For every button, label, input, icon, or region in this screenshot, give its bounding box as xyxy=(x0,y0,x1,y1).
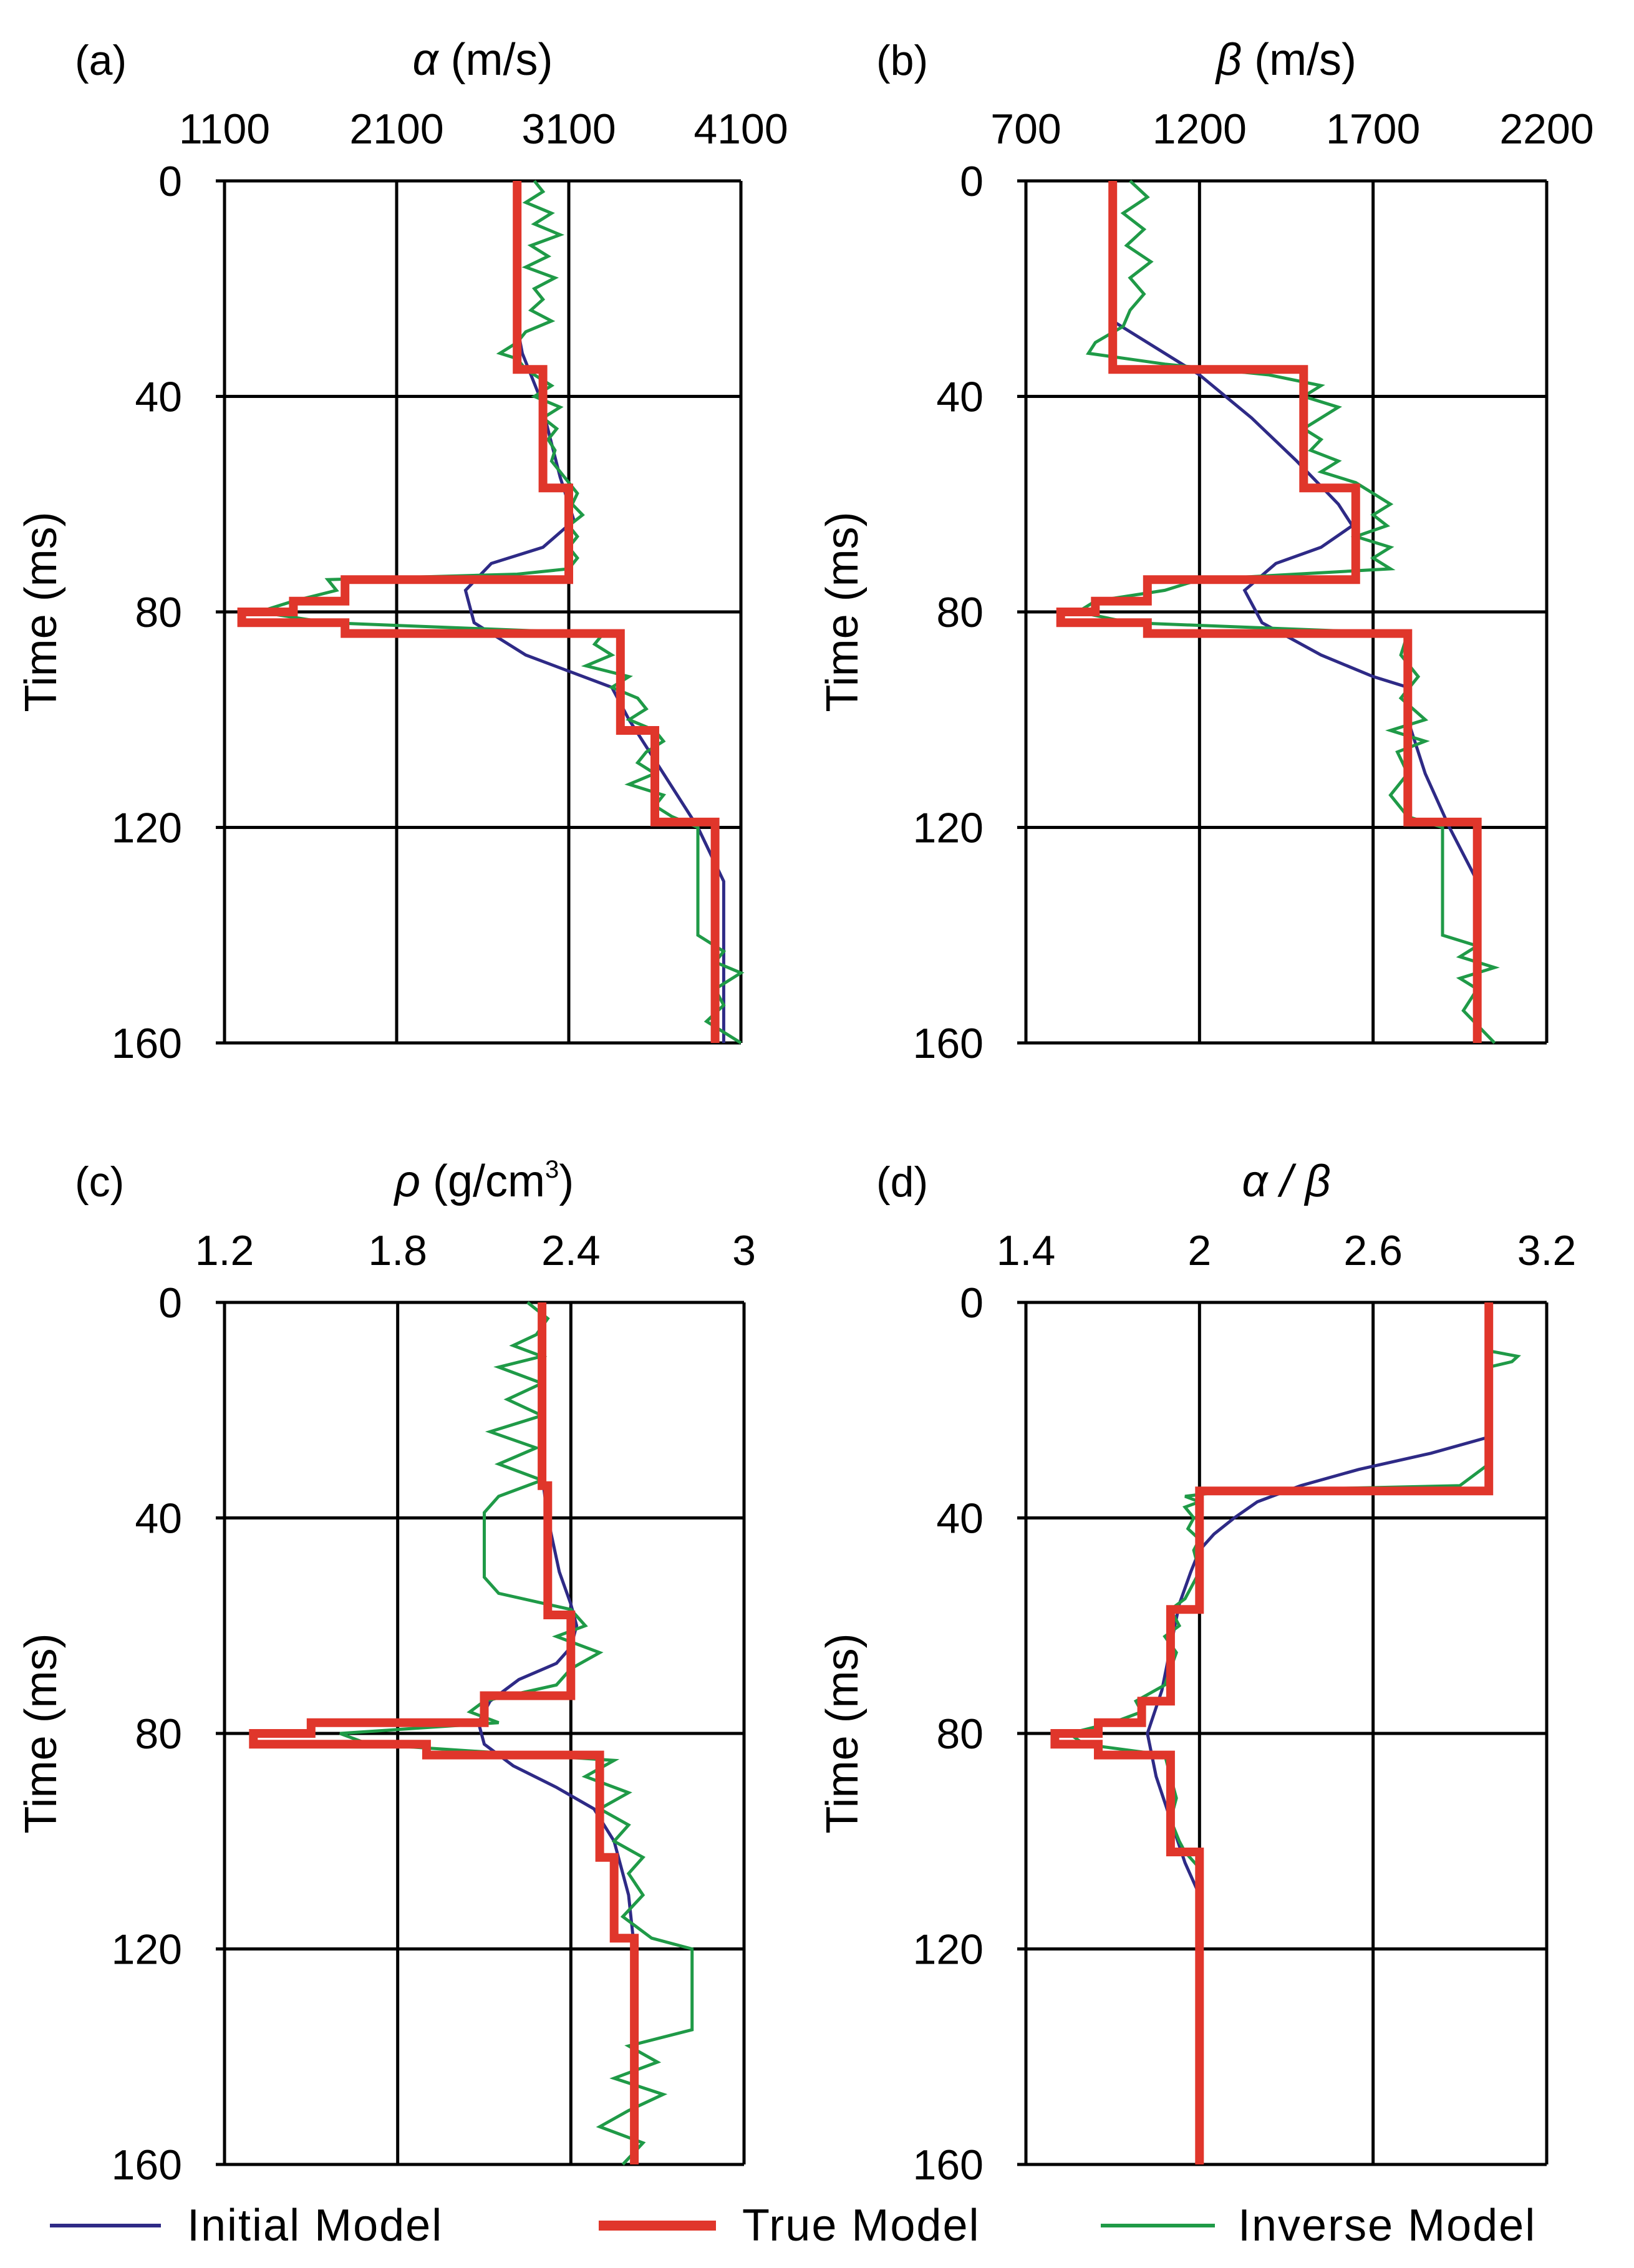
xtick-label-c-1: 1.8 xyxy=(368,1227,427,1274)
xtick-label-c-3: 3 xyxy=(732,1227,756,1274)
xtick-label-b-0: 700 xyxy=(990,105,1061,153)
xtick-label-c-0: 1.2 xyxy=(195,1227,254,1274)
ytick-label-b-1: 40 xyxy=(936,374,984,421)
legend: Initial Model True Model Inverse Model xyxy=(50,2201,1536,2251)
panel-b: 700 1200 1700 2200 0 40 80 120 160 Time (ms) (b) β … xyxy=(818,35,1594,1067)
xtick-label-c-2: 2.4 xyxy=(541,1227,601,1274)
series-true-c xyxy=(249,1302,639,2164)
panel-label-d: (d) xyxy=(876,1158,928,1206)
xtick-label-d-1: 2 xyxy=(1187,1227,1211,1274)
ytick-label-b-4: 160 xyxy=(913,1020,984,1067)
xtick-label-b-3: 2200 xyxy=(1499,105,1593,153)
ytick-label-b-0: 0 xyxy=(960,158,984,205)
ytick-label-b-3: 120 xyxy=(913,805,984,852)
ytick-label-c-4: 160 xyxy=(112,2141,182,2189)
series-true-b xyxy=(1056,181,1482,1043)
legend-inverse-label: Inverse Model xyxy=(1238,2201,1536,2251)
ytick-label-a-1: 40 xyxy=(135,374,182,421)
series-initial-a xyxy=(463,181,725,1043)
panel-label-a: (a) xyxy=(75,37,127,84)
ytick-label-b-2: 80 xyxy=(936,589,984,636)
ytick-label-a-0: 0 xyxy=(158,158,182,205)
xtick-label-a-2: 3100 xyxy=(521,105,616,153)
ytick-label-d-1: 40 xyxy=(936,1495,984,1543)
xtick-label-d-2: 2.6 xyxy=(1343,1227,1403,1274)
ytick-label-a-3: 120 xyxy=(112,805,182,852)
xtick-label-a-0: 1100 xyxy=(179,105,270,153)
ytick-label-d-0: 0 xyxy=(960,1279,984,1327)
xlabel-b: β (m/s) xyxy=(1215,35,1356,85)
ytick-label-d-3: 120 xyxy=(913,1926,984,1974)
xlabel-d: α / β xyxy=(1242,1156,1330,1206)
panel-label-c: (c) xyxy=(75,1158,124,1206)
ylabel-a: Time (ms) xyxy=(16,511,66,712)
xtick-label-a-3: 4100 xyxy=(694,105,788,153)
panel-c: 1.2 1.8 2.4 3 0 40 80 120 160 Time (ms) (c) ρ (g/cm… xyxy=(16,1156,756,2189)
ytick-label-a-4: 160 xyxy=(112,1020,182,1067)
ytick-label-d-4: 160 xyxy=(913,2141,984,2189)
ytick-label-c-0: 0 xyxy=(158,1279,182,1327)
ytick-label-c-1: 40 xyxy=(135,1495,182,1543)
panel-a: 1100 2100 3100 4100 0 40 80 120 160 Time (ms) (a) α… xyxy=(16,35,788,1067)
ytick-label-c-2: 80 xyxy=(135,1710,182,1758)
xtick-label-b-2: 1700 xyxy=(1326,105,1420,153)
ylabel-b: Time (ms) xyxy=(818,511,868,712)
ytick-label-d-2: 80 xyxy=(936,1710,984,1758)
xtick-label-a-1: 2100 xyxy=(349,105,443,153)
xlabel-a: α (m/s) xyxy=(413,35,553,85)
legend-true-label: True Model xyxy=(742,2201,980,2251)
panel-label-b: (b) xyxy=(876,37,928,84)
xtick-label-d-3: 3.2 xyxy=(1517,1227,1577,1274)
legend-initial-label: Initial Model xyxy=(187,2201,443,2251)
series-true-d xyxy=(1050,1302,1494,2164)
xtick-label-d-0: 1.4 xyxy=(997,1227,1056,1274)
xtick-label-b-1: 1200 xyxy=(1153,105,1247,153)
panel-d: 1.4 2 2.6 3.2 0 40 80 120 160 Time (ms) (d) α / β xyxy=(818,1156,1576,2189)
ytick-label-c-3: 120 xyxy=(112,1926,182,1974)
ytick-label-a-2: 80 xyxy=(135,589,182,636)
ylabel-c: Time (ms) xyxy=(16,1633,66,1833)
xlabel-c: ρ (g/cm3) xyxy=(394,1156,574,1206)
series-true-a xyxy=(237,181,720,1043)
ylabel-d: Time (ms) xyxy=(818,1633,868,1833)
